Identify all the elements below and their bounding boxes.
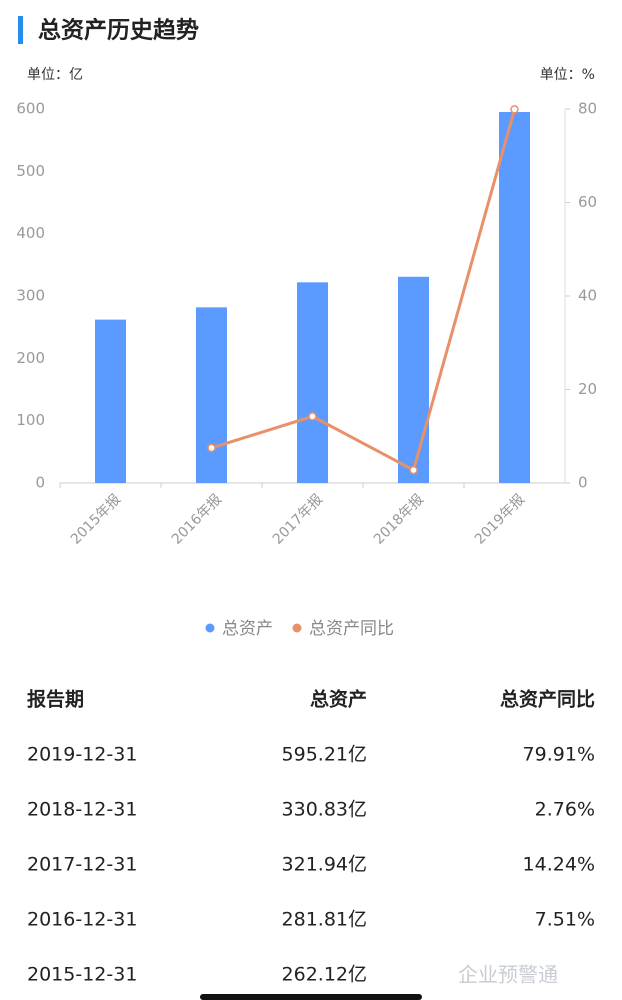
y-tick-label: 100 bbox=[16, 411, 45, 429]
table-cell: 2016-12-31 bbox=[27, 909, 137, 931]
table-cell: 14.24% bbox=[523, 854, 595, 876]
y-tick-label: 500 bbox=[16, 162, 45, 180]
y2-tick-label: 40 bbox=[578, 287, 597, 305]
line-point bbox=[510, 105, 519, 114]
y-tick-label: 400 bbox=[16, 224, 45, 242]
chart-title: 总资产历史趋势 bbox=[38, 17, 199, 44]
table-cell: 595.21亿 bbox=[282, 744, 367, 766]
x-tick-label: 2017年报 bbox=[270, 491, 326, 547]
y-tick-label: 200 bbox=[16, 349, 45, 367]
y-tick-label: 0 bbox=[35, 474, 45, 492]
y2-tick-label: 0 bbox=[578, 474, 588, 492]
y2-tick-label: 60 bbox=[578, 193, 597, 211]
table-header: 总资产同比 bbox=[500, 688, 595, 711]
legend-dot bbox=[292, 623, 302, 633]
bar bbox=[297, 282, 328, 483]
table-cell: 2017-12-31 bbox=[27, 854, 137, 876]
table-cell: 281.81亿 bbox=[282, 909, 367, 931]
bar bbox=[398, 276, 429, 483]
x-tick-label: 2015年报 bbox=[68, 491, 124, 547]
table-cell: 262.12亿 bbox=[282, 964, 367, 986]
legend-label: 总资产同比 bbox=[309, 619, 394, 639]
table-cell: 321.94亿 bbox=[282, 854, 367, 876]
table-cell: 2015-12-31 bbox=[27, 964, 137, 986]
x-tick-label: 2018年报 bbox=[371, 491, 427, 547]
table-cell: 2019-12-31 bbox=[27, 744, 137, 766]
y-tick-label: 300 bbox=[16, 287, 45, 305]
table-cell: 2018-12-31 bbox=[27, 799, 137, 821]
y2-tick-label: 20 bbox=[578, 380, 597, 398]
watermark: 企业预警通 bbox=[458, 963, 558, 987]
y2-unit: 单位：% bbox=[540, 67, 595, 83]
title-marker bbox=[18, 16, 23, 44]
bar bbox=[499, 111, 530, 483]
line-point bbox=[409, 465, 418, 475]
line-point bbox=[207, 443, 216, 453]
y-unit: 单位：亿 bbox=[27, 67, 83, 83]
x-tick-label: 2016年报 bbox=[169, 491, 225, 547]
table-cell: 2.76% bbox=[535, 799, 595, 821]
bar bbox=[196, 307, 227, 483]
x-tick-label: 2019年报 bbox=[472, 491, 528, 547]
line-point bbox=[308, 412, 317, 421]
table-cell: 330.83亿 bbox=[282, 799, 367, 821]
table-header: 总资产 bbox=[310, 688, 367, 711]
table-cell: 79.91% bbox=[523, 744, 595, 766]
table-cell: 7.51% bbox=[535, 909, 595, 931]
legend-dot bbox=[205, 623, 215, 633]
y-tick-label: 600 bbox=[16, 100, 45, 118]
legend-label: 总资产 bbox=[222, 619, 273, 639]
bar bbox=[95, 319, 126, 483]
home-indicator bbox=[200, 994, 422, 1000]
y2-tick-label: 80 bbox=[578, 100, 597, 118]
table-header: 报告期 bbox=[27, 688, 84, 711]
line bbox=[211, 109, 516, 473]
